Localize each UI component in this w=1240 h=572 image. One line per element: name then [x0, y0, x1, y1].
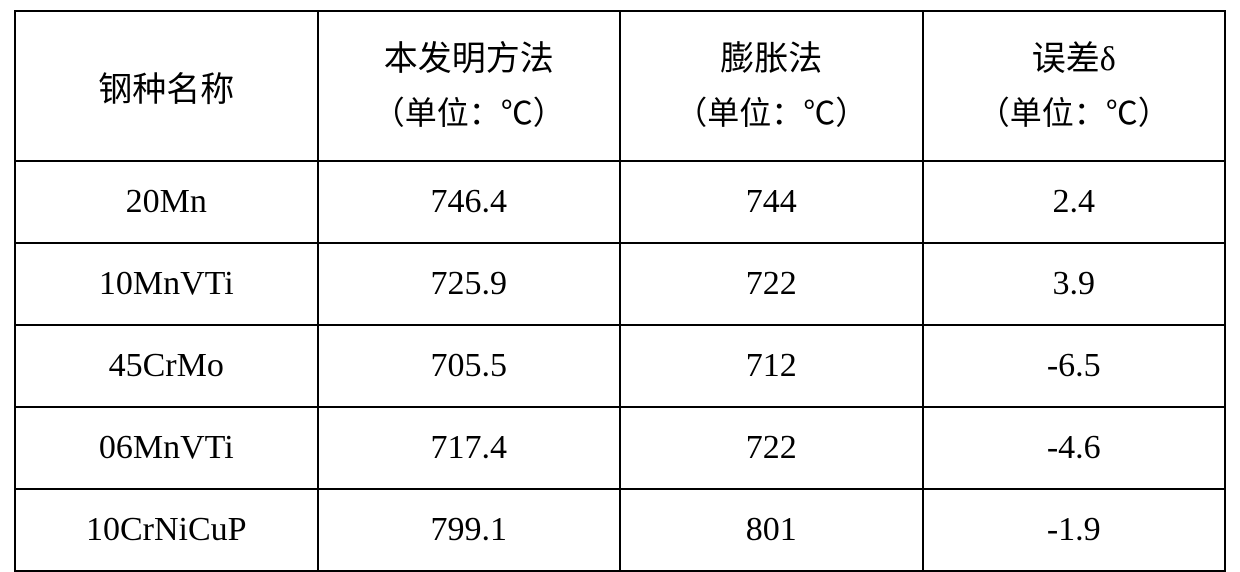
col-header-title: 膨胀法 — [622, 33, 921, 87]
cell-invention: 705.5 — [318, 325, 621, 407]
cell-value: 722 — [746, 265, 797, 302]
cell-value: 45CrMo — [109, 347, 224, 384]
cell-invention: 725.9 — [318, 243, 621, 325]
cell-expansion: 712 — [620, 325, 923, 407]
cell-expansion: 744 — [620, 161, 923, 243]
table-row: 10MnVTi 725.9 722 3.9 — [15, 243, 1225, 325]
cell-error: 3.9 — [923, 243, 1226, 325]
cell-steel-name: 10MnVTi — [15, 243, 318, 325]
cell-value: 20Mn — [126, 183, 207, 220]
cell-steel-name: 20Mn — [15, 161, 318, 243]
cell-value: -1.9 — [1047, 511, 1101, 548]
cell-value: 712 — [746, 347, 797, 384]
table-row: 20Mn 746.4 744 2.4 — [15, 161, 1225, 243]
col-header-expansion-method: 膨胀法 （单位：℃） — [620, 11, 923, 161]
cell-invention: 717.4 — [318, 407, 621, 489]
cell-value: -6.5 — [1047, 347, 1101, 384]
cell-value: 3.9 — [1053, 265, 1096, 302]
cell-value: 2.4 — [1053, 183, 1096, 220]
col-header-unit: （单位：℃） — [622, 88, 921, 139]
cell-steel-name: 10CrNiCuP — [15, 489, 318, 571]
cell-invention: 799.1 — [318, 489, 621, 571]
cell-value: 717.4 — [431, 429, 508, 466]
table-row: 10CrNiCuP 799.1 801 -1.9 — [15, 489, 1225, 571]
cell-value: -4.6 — [1047, 429, 1101, 466]
cell-expansion: 722 — [620, 243, 923, 325]
cell-invention: 746.4 — [318, 161, 621, 243]
cell-steel-name: 06MnVTi — [15, 407, 318, 489]
cell-value: 06MnVTi — [99, 429, 234, 466]
table-header-row: 钢种名称 本发明方法 （单位：℃） 膨胀法 （单位：℃） 误差δ （单位：℃） — [15, 11, 1225, 161]
cell-error: -4.6 — [923, 407, 1226, 489]
col-header-unit: （单位：℃） — [925, 88, 1224, 139]
col-header-title: 本发明方法 — [320, 33, 619, 87]
cell-value: 10MnVTi — [99, 265, 234, 302]
cell-error: -6.5 — [923, 325, 1226, 407]
cell-value: 10CrNiCuP — [86, 511, 247, 548]
cell-value: 801 — [746, 511, 797, 548]
col-header-title: 误差δ — [925, 33, 1224, 87]
cell-value: 746.4 — [431, 183, 508, 220]
cell-value: 722 — [746, 429, 797, 466]
page: 钢种名称 本发明方法 （单位：℃） 膨胀法 （单位：℃） 误差δ （单位：℃） … — [0, 0, 1240, 564]
comparison-table: 钢种名称 本发明方法 （单位：℃） 膨胀法 （单位：℃） 误差δ （单位：℃） … — [14, 10, 1226, 572]
col-header-title: 钢种名称 — [17, 62, 316, 111]
cell-value: 744 — [746, 183, 797, 220]
col-header-steel-name: 钢种名称 — [15, 11, 318, 161]
col-header-unit: （单位：℃） — [320, 88, 619, 139]
col-header-error-delta: 误差δ （单位：℃） — [923, 11, 1226, 161]
cell-error: -1.9 — [923, 489, 1226, 571]
table-row: 06MnVTi 717.4 722 -4.6 — [15, 407, 1225, 489]
cell-expansion: 801 — [620, 489, 923, 571]
cell-steel-name: 45CrMo — [15, 325, 318, 407]
cell-value: 725.9 — [431, 265, 508, 302]
col-header-invention-method: 本发明方法 （单位：℃） — [318, 11, 621, 161]
cell-value: 799.1 — [431, 511, 508, 548]
table-row: 45CrMo 705.5 712 -6.5 — [15, 325, 1225, 407]
cell-expansion: 722 — [620, 407, 923, 489]
cell-error: 2.4 — [923, 161, 1226, 243]
cell-value: 705.5 — [431, 347, 508, 384]
